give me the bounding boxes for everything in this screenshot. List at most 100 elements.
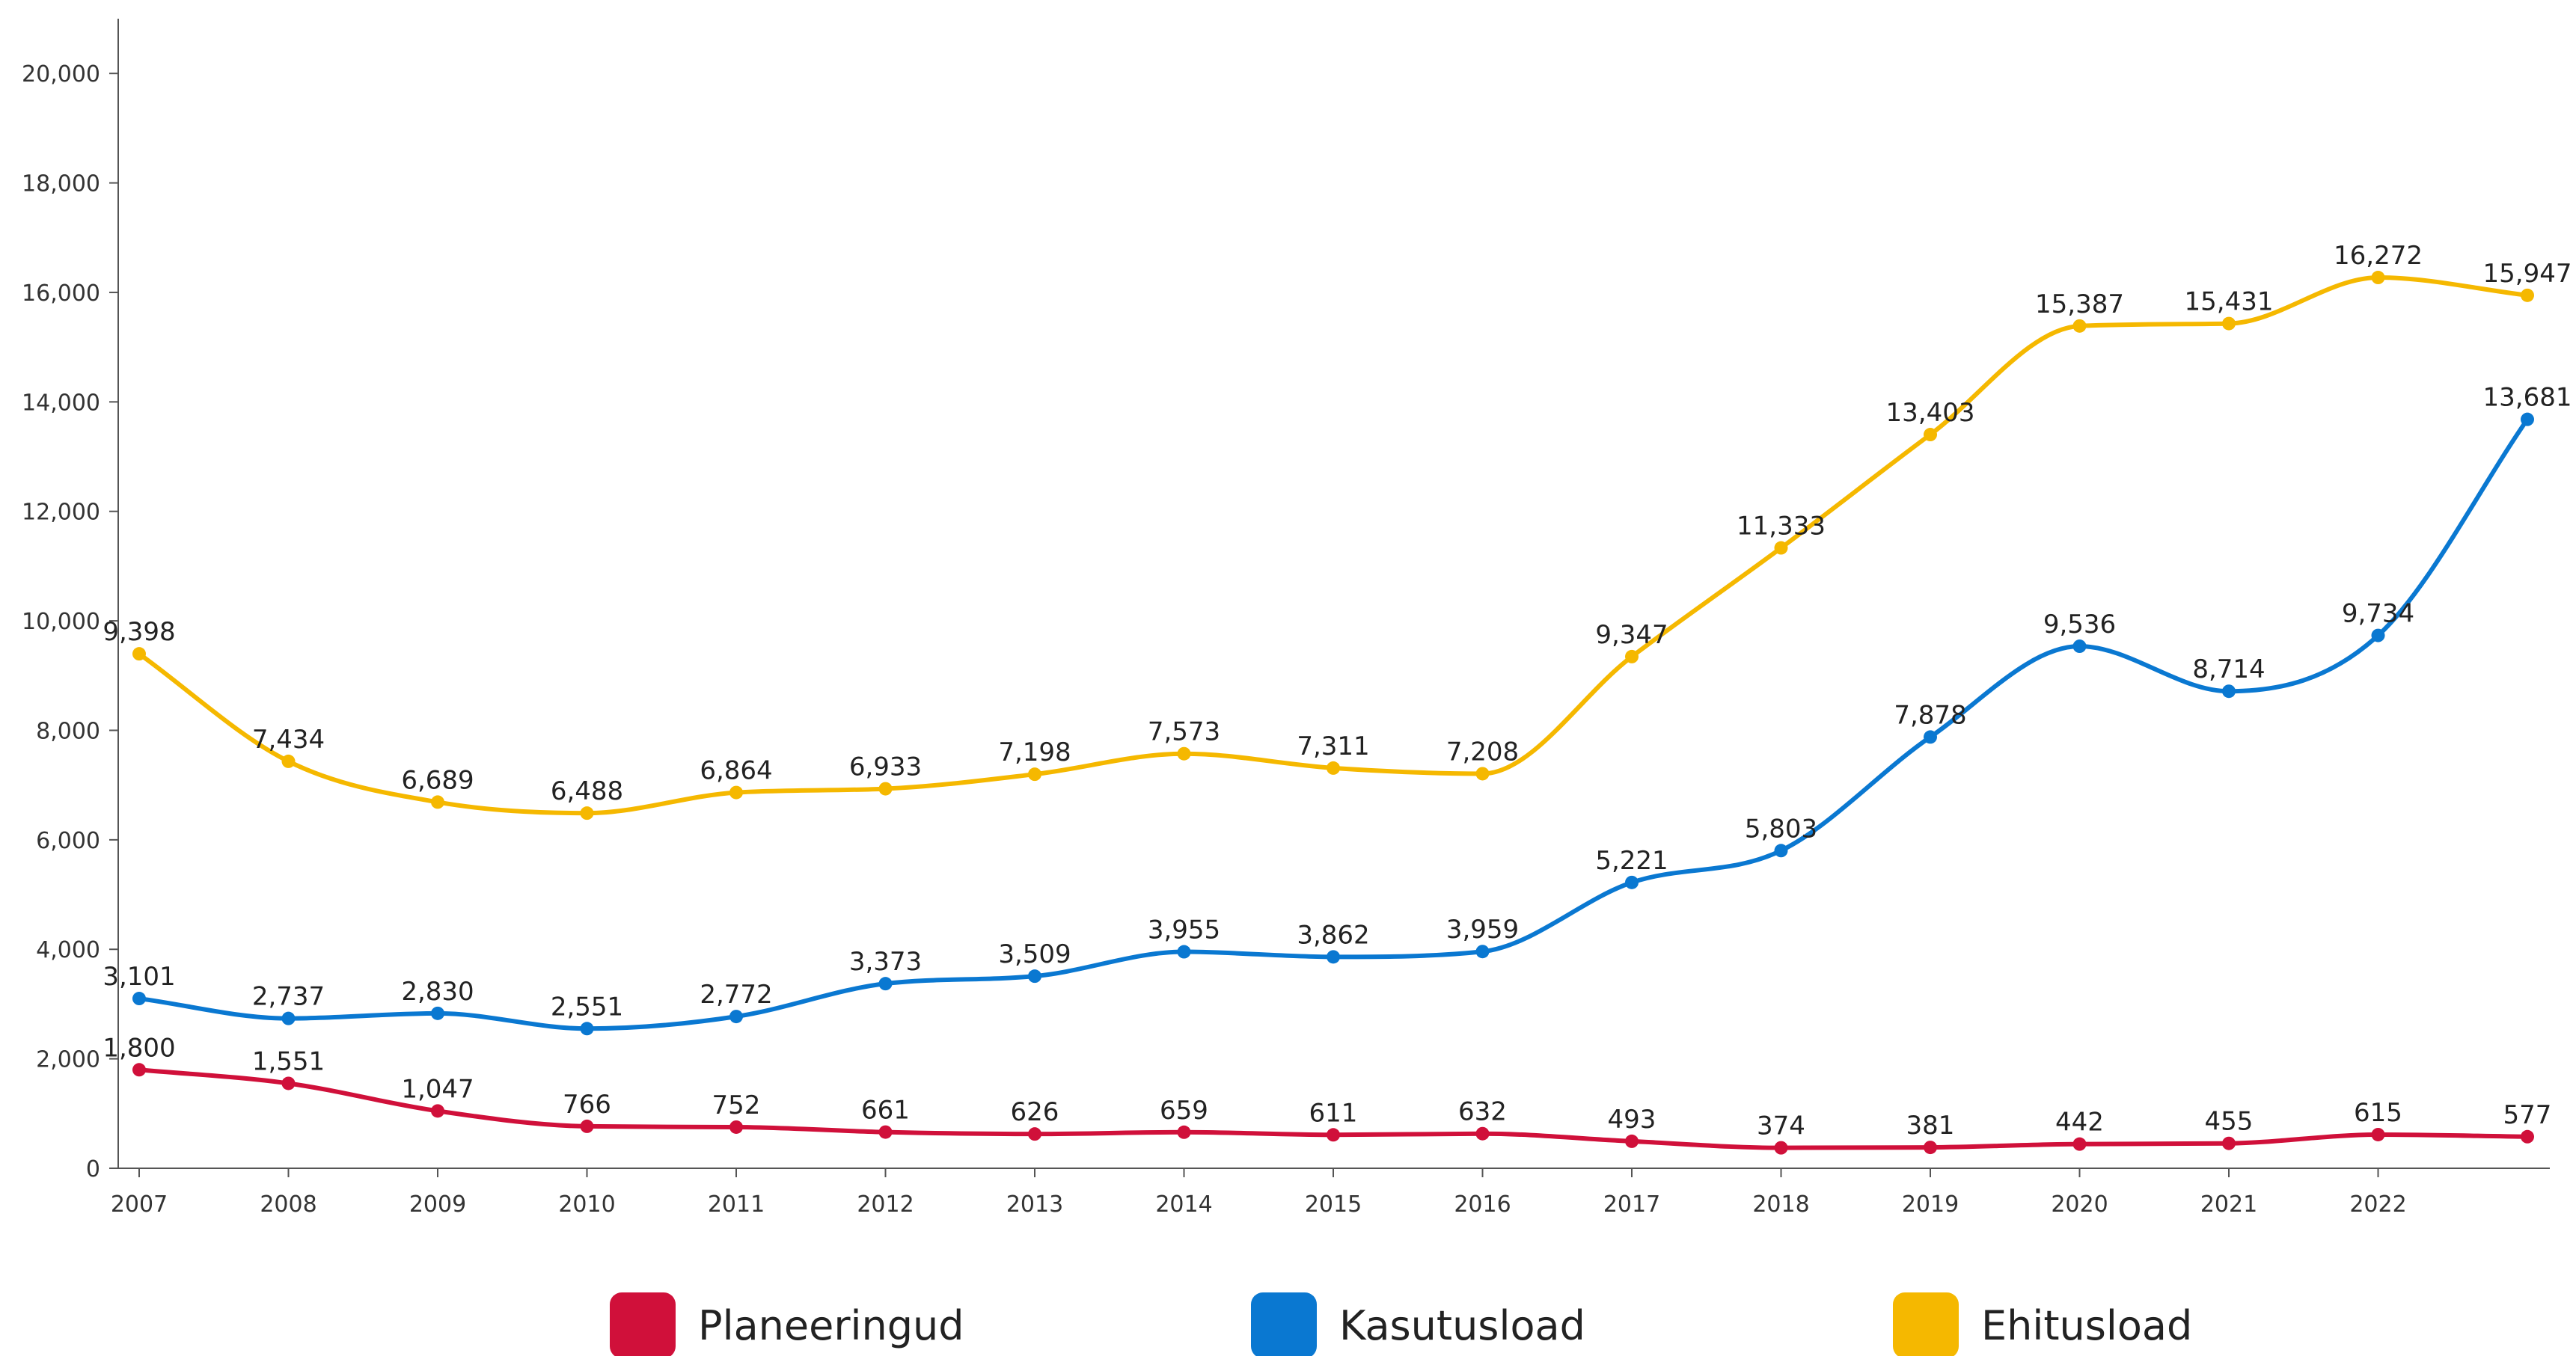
data-label-ehitusload: 9,398 <box>103 617 175 647</box>
data-point-kasutusload <box>281 1011 296 1025</box>
data-label-kasutusload: 2,737 <box>252 982 325 1012</box>
series-line-kasutusload <box>137 417 2530 1031</box>
data-label-kasutusload: 13,681 <box>2483 383 2572 413</box>
data-point-kasutusload <box>580 1022 594 1036</box>
data-point-ehitusload <box>1625 649 1639 663</box>
y-tick-label: 4,000 <box>36 937 100 963</box>
data-point-ehitusload <box>431 795 444 809</box>
data-label-planeeringud: 766 <box>563 1090 611 1120</box>
data-label-planeeringud: 1,047 <box>401 1074 474 1104</box>
data-label-ehitusload: 6,689 <box>401 765 474 795</box>
data-point-ehitusload <box>2521 288 2534 302</box>
data-point-kasutusload <box>1327 950 1340 964</box>
data-label-planeeringud: 615 <box>2354 1098 2402 1128</box>
data-label-kasutusload: 9,734 <box>2342 599 2414 629</box>
data-label-planeeringud: 632 <box>1458 1097 1507 1127</box>
data-label-planeeringud: 1,551 <box>252 1046 325 1076</box>
data-point-ehitusload <box>2371 271 2385 285</box>
legend-label-planeeringud: Planeeringud <box>698 1302 964 1349</box>
legend-swatch-ehitusload <box>1893 1292 1959 1358</box>
data-point-kasutusload <box>1177 945 1191 959</box>
data-point-planeeringud <box>132 1063 146 1077</box>
data-point-kasutusload <box>2371 628 2385 642</box>
legend-label-ehitusload: Ehitusload <box>1981 1302 2192 1349</box>
data-label-planeeringud: 1,800 <box>103 1033 175 1063</box>
data-point-ehitusload <box>1177 746 1191 761</box>
data-point-planeeringud <box>1028 1127 1041 1141</box>
data-point-planeeringud <box>2072 1137 2087 1151</box>
data-point-ehitusload <box>1774 541 1788 555</box>
y-tick-label: 14,000 <box>22 390 100 416</box>
data-point-ehitusload <box>281 754 296 768</box>
data-label-kasutusload: 5,803 <box>1745 814 1817 844</box>
data-label-ehitusload: 7,198 <box>998 737 1071 767</box>
y-tick-label: 0 <box>86 1156 100 1182</box>
data-label-kasutusload: 3,959 <box>1446 915 1519 945</box>
data-point-kasutusload <box>1625 875 1639 889</box>
series-lines <box>137 275 2530 1150</box>
data-point-planeeringud <box>1774 1141 1788 1155</box>
y-axis-ticks: 0 2,000 4,000 6,000 8,000 10,000 12,000 14,000 1… <box>22 61 118 1182</box>
data-point-planeeringud <box>1924 1141 1937 1155</box>
x-tick-label: 2015 <box>1305 1191 1362 1218</box>
x-tick-label: 2013 <box>1006 1191 1063 1218</box>
data-point-ehitusload <box>729 785 743 800</box>
data-point-planeeringud <box>281 1076 296 1090</box>
data-label-planeeringud: 442 <box>2055 1108 2104 1138</box>
data-label-kasutusload: 8,714 <box>2192 654 2265 684</box>
data-point-planeeringud <box>431 1104 444 1118</box>
data-label-ehitusload: 7,208 <box>1446 737 1519 767</box>
x-axis-ticks: 2007 2008 2009 2010 2011 2012 2013 2014 2015 2016… <box>111 1168 2407 1218</box>
data-point-ehitusload <box>580 806 594 820</box>
y-tick-label: 6,000 <box>36 828 100 854</box>
data-point-kasutusload <box>878 977 893 991</box>
x-tick-label: 2020 <box>2051 1191 2108 1218</box>
data-label-ehitusload: 7,311 <box>1297 731 1369 761</box>
data-label-planeeringud: 374 <box>1757 1111 1805 1141</box>
data-label-kasutusload: 3,373 <box>849 947 922 977</box>
data-point-planeeringud <box>580 1119 594 1133</box>
data-point-kasutusload <box>1028 969 1041 984</box>
legend-swatch-planeeringud <box>610 1292 676 1358</box>
data-point-planeeringud <box>2371 1127 2385 1141</box>
x-tick-label: 2018 <box>1752 1191 1809 1218</box>
y-tick-label: 8,000 <box>36 718 100 744</box>
y-tick-label: 16,000 <box>22 280 100 307</box>
data-point-kasutusload <box>1774 844 1788 858</box>
data-label-ehitusload: 6,933 <box>849 752 922 782</box>
x-tick-label: 2008 <box>260 1191 316 1218</box>
data-point-kasutusload <box>1475 945 1490 959</box>
data-point-planeeringud <box>1625 1134 1639 1148</box>
data-label-kasutusload: 2,830 <box>401 977 474 1007</box>
data-labels: 1,800 1,551 1,047 766 752 661 626 659 611 632 493 3… <box>103 241 2572 1141</box>
x-tick-label: 2007 <box>111 1191 168 1218</box>
data-point-ehitusload <box>1028 767 1041 782</box>
x-tick-label: 2017 <box>1603 1191 1660 1218</box>
data-label-ehitusload: 15,431 <box>2185 287 2274 317</box>
y-tick-label: 12,000 <box>22 500 100 526</box>
data-label-kasutusload: 2,772 <box>700 980 772 1010</box>
data-point-ehitusload <box>1924 428 1937 442</box>
data-point-planeeringud <box>1475 1126 1490 1141</box>
data-point-planeeringud <box>729 1120 743 1134</box>
x-tick-label: 2019 <box>1902 1191 1959 1218</box>
y-tick-label: 20,000 <box>22 61 100 88</box>
data-label-kasutusload: 3,509 <box>998 939 1071 969</box>
data-label-kasutusload: 9,536 <box>2043 610 2116 639</box>
data-point-kasutusload <box>431 1006 444 1020</box>
data-point-kasutusload <box>2521 412 2534 426</box>
x-tick-label: 2014 <box>1155 1191 1212 1218</box>
data-label-kasutusload: 3,955 <box>1148 915 1220 945</box>
data-label-ehitusload: 7,573 <box>1148 717 1220 747</box>
data-point-planeeringud <box>2222 1136 2236 1150</box>
x-tick-label: 2016 <box>1454 1191 1511 1218</box>
data-label-planeeringud: 611 <box>1309 1098 1358 1128</box>
data-label-kasutusload: 3,862 <box>1297 920 1369 950</box>
data-point-ehitusload <box>1327 761 1340 775</box>
data-point-kasutusload <box>2072 639 2087 654</box>
x-tick-label: 2011 <box>708 1191 765 1218</box>
data-point-planeeringud <box>878 1125 893 1139</box>
data-label-ehitusload: 11,333 <box>1737 512 1826 542</box>
data-point-ehitusload <box>2072 319 2087 333</box>
